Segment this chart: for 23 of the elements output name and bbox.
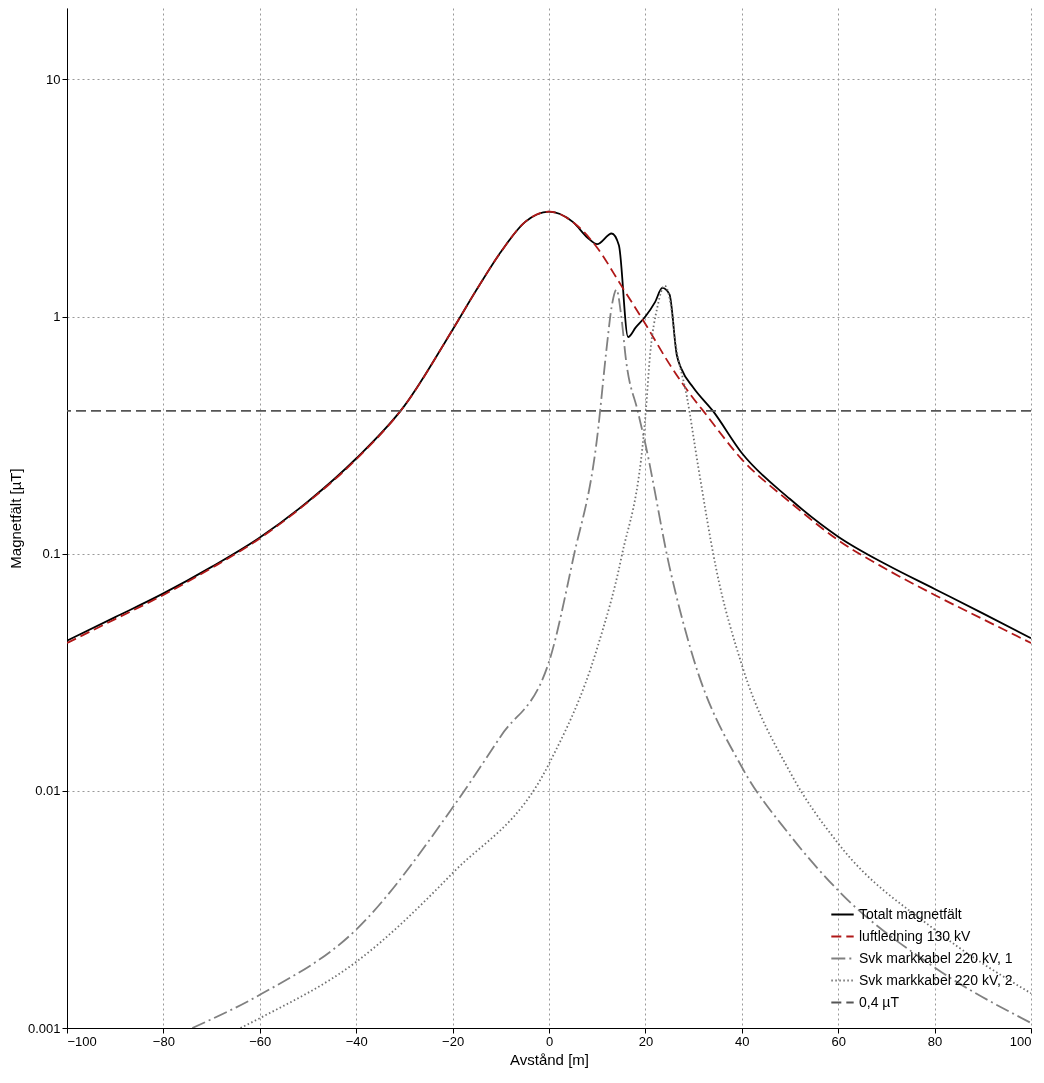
x-tick-label: 60 (831, 1033, 846, 1049)
x-tick-label: 20 (638, 1033, 654, 1049)
y-tick-label: 0.01 (35, 783, 61, 799)
y-axis-title: Magnetfält [µT] (6, 468, 24, 569)
x-tick-label: −60 (249, 1033, 272, 1049)
y-tick-label: 0.1 (42, 546, 61, 562)
x-tick-label: 100 (1009, 1033, 1032, 1049)
legend-label: 0,4 µT (859, 993, 900, 1010)
x-tick-label: 40 (735, 1033, 750, 1049)
legend-label: Svk markkabel 220 kV, 2 (859, 971, 1013, 988)
legend-label: Svk markkabel 220 kV, 1 (859, 949, 1013, 966)
y-tick-label: 1 (53, 309, 61, 325)
x-axis-title: Avstånd [m] (510, 1050, 589, 1068)
y-tick-label: 0.001 (27, 1020, 61, 1036)
x-tick-label: 80 (927, 1033, 943, 1049)
legend-label: luftledning 130 kV (859, 927, 971, 944)
x-tick-label: −100 (67, 1033, 97, 1049)
x-tick-label: −20 (442, 1033, 465, 1049)
x-tick-label: 0 (545, 1033, 554, 1049)
y-tick-label: 10 (46, 71, 61, 87)
x-tick-label: −40 (345, 1033, 368, 1049)
legend-label: Totalt magnetfält (859, 905, 962, 922)
x-tick-label: −80 (152, 1033, 175, 1049)
